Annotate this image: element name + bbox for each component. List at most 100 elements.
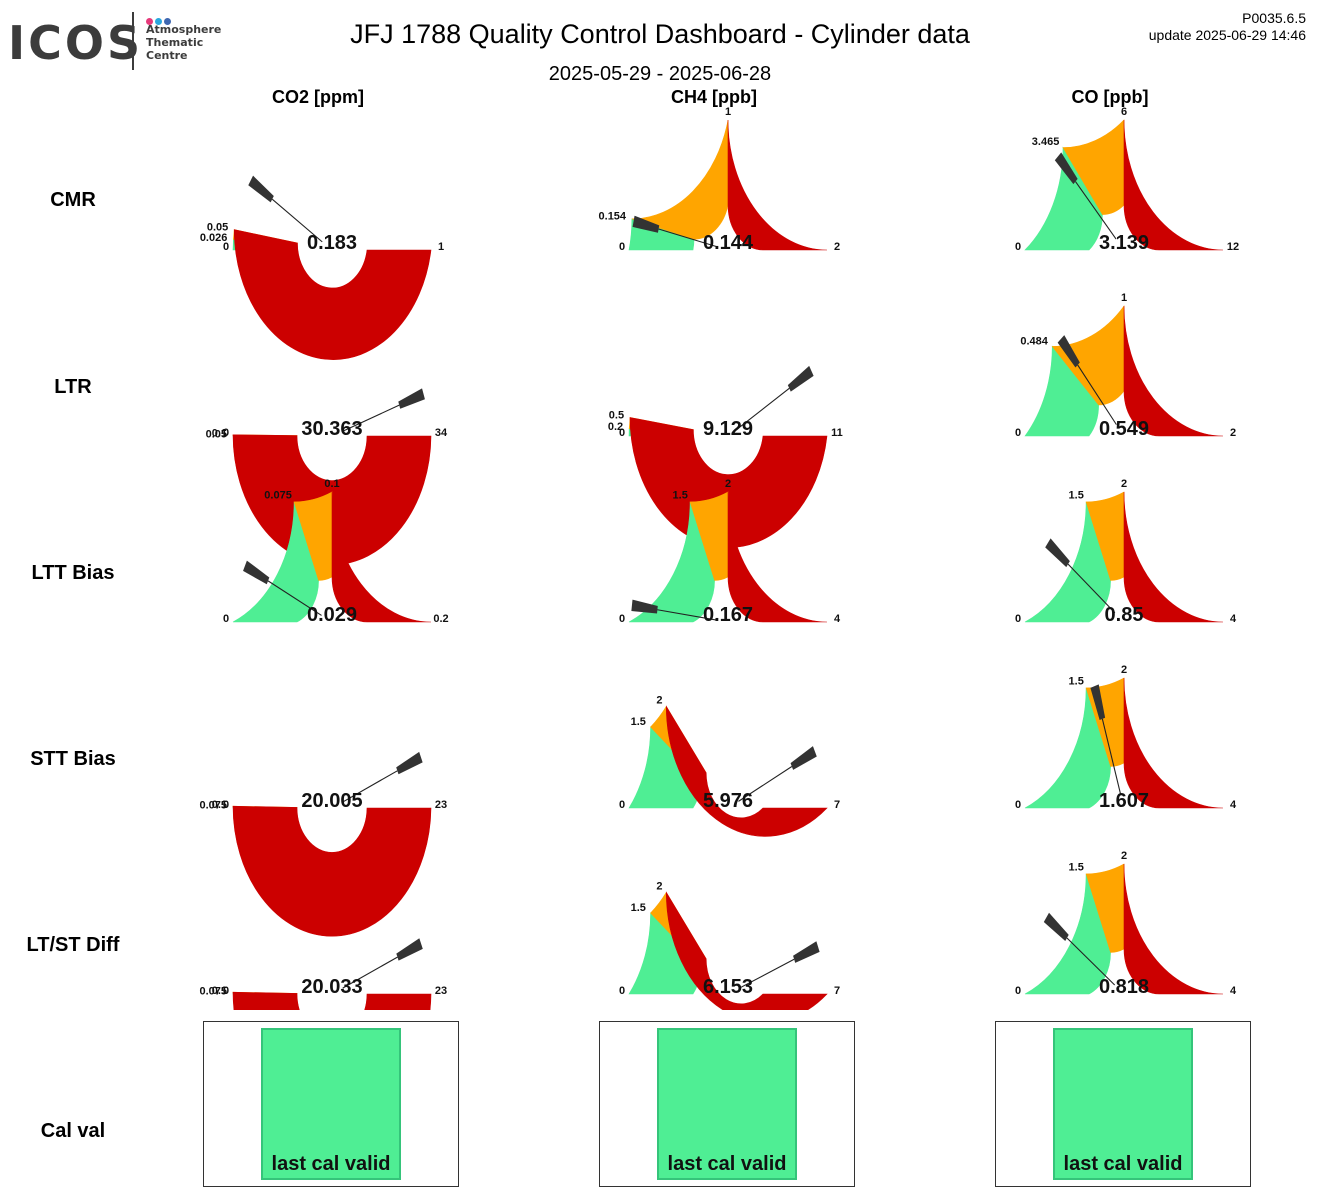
gauge-scale-label: 0.075 bbox=[264, 489, 292, 501]
gauge-scale-label: 0 bbox=[1015, 985, 1021, 997]
gauge-scale-label: 2 bbox=[834, 241, 840, 253]
gauge-needle-line bbox=[271, 198, 323, 243]
gauge-cmr-co: 3.139 0 3.465 6 12 bbox=[1015, 106, 1239, 254]
gauge-ltr-co: 0.549 0 0.484 1 2 bbox=[1015, 292, 1236, 440]
gauge-needle-line bbox=[1075, 181, 1117, 240]
gauge-value-label: 6.153 bbox=[703, 976, 753, 998]
gauge-value-label: 0.818 bbox=[1099, 976, 1149, 998]
alert-band bbox=[727, 491, 828, 623]
gauge-needle bbox=[243, 560, 270, 585]
gauge-scale-label: 0.5 bbox=[609, 410, 624, 422]
gauge-scale-label: 7 bbox=[834, 985, 840, 997]
gauge-needle-line bbox=[657, 609, 717, 621]
gauge-scale-label: 0.2 bbox=[433, 613, 448, 625]
row-header-stt-bias: STT Bias bbox=[30, 748, 116, 770]
cal-status-indicator bbox=[261, 1028, 401, 1180]
gauge-needle bbox=[1043, 912, 1069, 941]
gauge-needle bbox=[1045, 538, 1070, 568]
gauge-needle-line bbox=[658, 228, 717, 248]
gauge-value-label: 0.183 bbox=[307, 232, 357, 254]
gauge-scale-label: 0.2 bbox=[608, 421, 623, 433]
gauge-scale-label: 0 bbox=[223, 427, 229, 439]
alert-band bbox=[727, 119, 828, 251]
gauge-needle bbox=[787, 365, 814, 392]
gauge-ltt-bias-ch4: 0.167 0 1.5 2 4 bbox=[619, 478, 841, 626]
date-range: 2025-05-29 - 2025-06-28 bbox=[548, 63, 772, 85]
gauge-value-label: 30.363 bbox=[301, 418, 362, 440]
gauge-stt-bias-ch4: 5.976 0 1.5 2 7 bbox=[619, 695, 840, 837]
row-header-ltr: LTR bbox=[54, 376, 92, 398]
gauge-lt-st-diff-co: 0.818 0 1.5 2 4 bbox=[1015, 850, 1237, 998]
gauge-ltt-bias-co2: 0.029 0 0.075 0.1 0.2 bbox=[223, 478, 449, 626]
gauge-needle bbox=[793, 941, 820, 963]
gauge-value-label: 3.139 bbox=[1099, 232, 1149, 254]
gauge-needle-line bbox=[267, 580, 322, 616]
column-header-co2: CO2 [ppm] bbox=[272, 87, 364, 107]
cal-val-box-ch4: last cal valid bbox=[599, 1021, 855, 1187]
gauge-scale-label: 0.075 bbox=[199, 986, 227, 998]
gauge-scale-label: 0.05 bbox=[206, 428, 227, 440]
gauge-scale-label: 0.1 bbox=[212, 985, 227, 997]
gauge-needle bbox=[632, 215, 660, 233]
gauge-scale-label: 1.5 bbox=[1069, 861, 1084, 873]
good-band bbox=[232, 501, 319, 623]
gauge-scale-label: 11 bbox=[831, 427, 843, 439]
alert-band bbox=[331, 491, 432, 623]
gauge-scale-label: 2 bbox=[1230, 427, 1236, 439]
alert-band bbox=[1123, 677, 1224, 809]
dashboard-title: JFJ 1788 Quality Control Dashboard - Cyl… bbox=[350, 19, 970, 49]
gauge-value-label: 20.033 bbox=[301, 976, 362, 998]
gauge-stt-bias-co: 1.607 0 1.5 2 4 bbox=[1015, 664, 1237, 812]
gauge-needle bbox=[790, 746, 817, 770]
logo-subtitle-line: Atmosphere bbox=[146, 23, 222, 36]
gauge-scale-label: 2 bbox=[1121, 850, 1127, 862]
alert-band bbox=[1123, 863, 1224, 995]
logo-wordmark: ICOS bbox=[8, 16, 144, 70]
column-header-ch4: CH4 [ppb] bbox=[671, 87, 757, 107]
gauge-needle bbox=[396, 938, 423, 961]
gauge-scale-label: 0.05 bbox=[207, 222, 228, 234]
cal-status-indicator bbox=[1053, 1028, 1193, 1180]
gauge-scale-label: 7 bbox=[834, 799, 840, 811]
logo-dot-cyan bbox=[155, 18, 162, 25]
alert-band bbox=[1123, 491, 1224, 623]
gauge-scale-label: 2 bbox=[656, 695, 662, 707]
gauge-scale-label: 0 bbox=[619, 427, 625, 439]
logo-subtitle-line: Centre bbox=[146, 49, 188, 62]
alert-band bbox=[233, 229, 432, 360]
row-header-cmr: CMR bbox=[50, 189, 96, 211]
good-band bbox=[1024, 146, 1103, 251]
alert-band bbox=[232, 991, 432, 1010]
gauge-scale-label: 6 bbox=[1121, 106, 1127, 118]
gauge-scale-label: 1 bbox=[1121, 292, 1127, 304]
gauge-scale-label: 0.075 bbox=[199, 800, 227, 812]
gauge-value-label: 0.549 bbox=[1099, 418, 1149, 440]
gauge-needle-line bbox=[738, 766, 793, 802]
gauge-scale-label: 0 bbox=[223, 613, 229, 625]
gauge-value-label: 0.85 bbox=[1105, 604, 1144, 626]
gauge-scale-label: 1.5 bbox=[631, 902, 646, 914]
logo-dot-blue bbox=[164, 18, 171, 25]
gauge-scale-label: 0 bbox=[1015, 241, 1021, 253]
gauge-needle bbox=[631, 599, 658, 614]
gauge-needle-line bbox=[342, 770, 398, 803]
row-header-lt-st-diff: LT/ST Diff bbox=[26, 934, 120, 956]
column-header-co: CO [ppb] bbox=[1071, 87, 1149, 107]
gauge-ltr-ch4: 9.129 00.20.5 11 bbox=[608, 365, 843, 548]
gauge-scale-label: 2 bbox=[725, 478, 731, 490]
gauge-scale-label: 0 bbox=[223, 985, 229, 997]
gauge-needle bbox=[1057, 335, 1080, 368]
gauge-scale-label: 0 bbox=[619, 241, 625, 253]
gauge-needle-line bbox=[737, 387, 790, 429]
alert-band bbox=[665, 891, 828, 1010]
logo-divider bbox=[132, 12, 134, 70]
gauge-scale-label: 1.5 bbox=[673, 489, 688, 501]
good-band bbox=[1024, 687, 1111, 809]
gauge-scale-label: 0.1 bbox=[212, 799, 227, 811]
gauge-scale-label: 4 bbox=[1230, 799, 1237, 811]
update-timestamp: update 2025-06-29 14:46 bbox=[1148, 27, 1306, 43]
gauge-scale-label: 1.5 bbox=[1069, 675, 1084, 687]
